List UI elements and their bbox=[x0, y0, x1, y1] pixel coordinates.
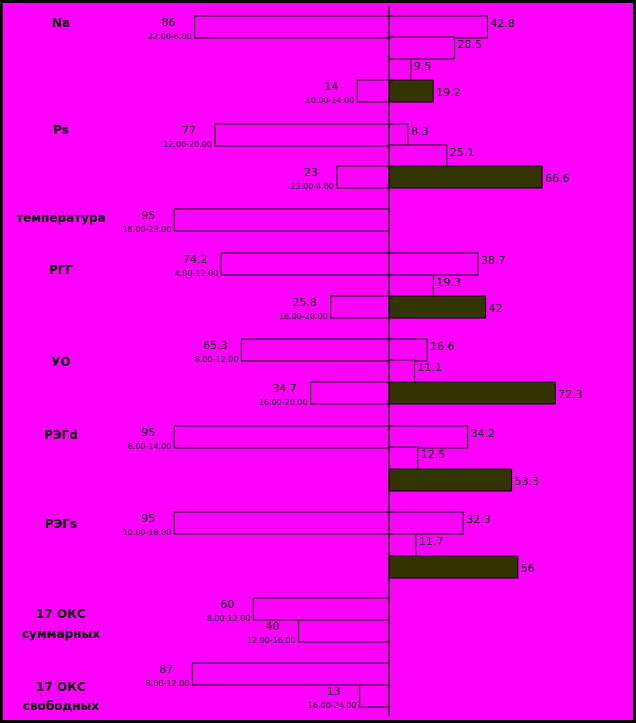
right-bar-value: 66.6 bbox=[545, 172, 570, 185]
left-bar bbox=[298, 619, 390, 643]
category-label: РЭГd bbox=[44, 428, 78, 442]
right-bar-filled bbox=[388, 468, 513, 492]
right-bar-value: 72.3 bbox=[558, 388, 583, 401]
right-bar bbox=[388, 36, 456, 60]
left-bar-time-label: 22.00-6.00 bbox=[148, 32, 192, 41]
category-label: свободных bbox=[23, 699, 99, 713]
category-label: температура bbox=[16, 211, 105, 225]
right-bar-value: 53.3 bbox=[515, 475, 540, 488]
left-bar-time-label: 18.00-23.00 bbox=[123, 225, 172, 234]
left-bar-time-label: 23.00-4.00 bbox=[290, 182, 334, 191]
category-label: РГГ bbox=[49, 263, 73, 277]
right-bar bbox=[388, 274, 434, 298]
right-bar-filled bbox=[388, 79, 434, 103]
right-bar-filled bbox=[388, 165, 543, 189]
right-bar-value: 19.2 bbox=[436, 86, 461, 99]
right-bar-filled bbox=[388, 381, 556, 405]
right-bar-value: 32.3 bbox=[466, 513, 491, 526]
left-bar bbox=[356, 79, 390, 103]
left-bar-value: 87 bbox=[159, 663, 173, 676]
left-bar-value: 60 bbox=[220, 598, 234, 611]
left-bar bbox=[214, 123, 390, 147]
right-bar bbox=[388, 15, 488, 39]
right-bar-value: 38.7 bbox=[481, 254, 506, 267]
right-bar-filled bbox=[388, 295, 487, 319]
left-bar bbox=[173, 511, 390, 535]
right-bar-value: 9.5 bbox=[414, 60, 432, 73]
right-bar-value: 42.8 bbox=[490, 17, 515, 30]
right-bar-value: 42 bbox=[489, 302, 503, 315]
category-label: УО bbox=[51, 355, 70, 369]
category-label: 17 ОКС bbox=[36, 680, 86, 694]
left-bar-value: 34.7 bbox=[272, 382, 297, 395]
left-bar bbox=[173, 425, 390, 449]
right-bar-value: 16.6 bbox=[430, 340, 455, 353]
left-bar-time-label: 16.00-24.00 bbox=[308, 701, 357, 710]
left-bar-time-label: 16.00-20.00 bbox=[259, 398, 308, 407]
right-bar bbox=[388, 144, 448, 168]
left-bar-value: 25.8 bbox=[292, 296, 317, 309]
category-label: РЭГs bbox=[45, 517, 77, 531]
right-bar bbox=[388, 511, 464, 535]
right-bar-value: 25.1 bbox=[450, 146, 475, 159]
right-bar-filled bbox=[388, 555, 519, 579]
left-bar bbox=[310, 381, 390, 405]
left-bar-value: 40 bbox=[266, 620, 280, 633]
left-bar bbox=[220, 252, 390, 276]
right-bar bbox=[388, 58, 412, 82]
right-bar bbox=[388, 359, 416, 383]
left-bar-value: 74.2 bbox=[183, 253, 208, 266]
category-label: Ps bbox=[53, 123, 69, 137]
right-bar-value: 8.3 bbox=[411, 125, 429, 138]
left-bar-value: 23 bbox=[304, 166, 318, 179]
left-bar-value: 14 bbox=[324, 80, 338, 93]
left-bar-value: 65.3 bbox=[203, 339, 228, 352]
left-bar bbox=[191, 662, 390, 686]
left-bar-time-label: 4.00-12.00 bbox=[175, 269, 219, 278]
left-bar-time-label: 10.00-18.00 bbox=[123, 528, 172, 537]
left-bar bbox=[194, 15, 390, 39]
left-bar bbox=[336, 165, 390, 189]
right-bar bbox=[388, 533, 417, 557]
right-bar bbox=[388, 338, 428, 362]
right-bar bbox=[388, 252, 479, 276]
left-bar-value: 95 bbox=[141, 209, 155, 222]
category-label: суммарных bbox=[22, 627, 100, 641]
right-bar-value: 28.5 bbox=[458, 38, 483, 51]
right-bar bbox=[388, 123, 409, 147]
left-bar-value: 95 bbox=[141, 426, 155, 439]
left-bar bbox=[240, 338, 390, 362]
right-bar-value: 19.3 bbox=[436, 276, 461, 289]
left-bar-time-label: 8.00-12.00 bbox=[207, 614, 251, 623]
left-bar-time-label: 10.00-14.00 bbox=[306, 96, 355, 105]
left-bar bbox=[330, 295, 390, 319]
left-bar-time-label: 8.00-14.00 bbox=[128, 442, 172, 451]
left-bar-value: 13 bbox=[327, 685, 341, 698]
left-bar-value: 77 bbox=[182, 124, 196, 137]
right-bar-value: 34.2 bbox=[471, 427, 496, 440]
left-bar bbox=[252, 597, 390, 621]
category-label: 17 ОКС bbox=[36, 607, 86, 621]
left-bar-time-label: 12.00-20.00 bbox=[163, 140, 212, 149]
left-bar-time-label: 8.00-12.00 bbox=[146, 679, 190, 688]
right-bar bbox=[388, 425, 469, 449]
left-bar-time-label: 16.00-20.00 bbox=[279, 312, 328, 321]
left-bar-value: 86 bbox=[162, 16, 176, 29]
left-bar-time-label: 12.00-16.00 bbox=[247, 636, 296, 645]
left-bar-value: 95 bbox=[141, 512, 155, 525]
right-bar bbox=[388, 446, 419, 470]
left-bar bbox=[359, 684, 390, 708]
right-bar-value: 12.5 bbox=[421, 448, 446, 461]
left-bar-time-label: 8.00-12.00 bbox=[195, 355, 239, 364]
category-label: Na bbox=[52, 16, 70, 30]
right-bar-value: 56 bbox=[521, 562, 535, 575]
left-bar bbox=[173, 208, 390, 232]
right-bar-value: 11.7 bbox=[419, 535, 444, 548]
right-bar-value: 11.1 bbox=[418, 361, 443, 374]
